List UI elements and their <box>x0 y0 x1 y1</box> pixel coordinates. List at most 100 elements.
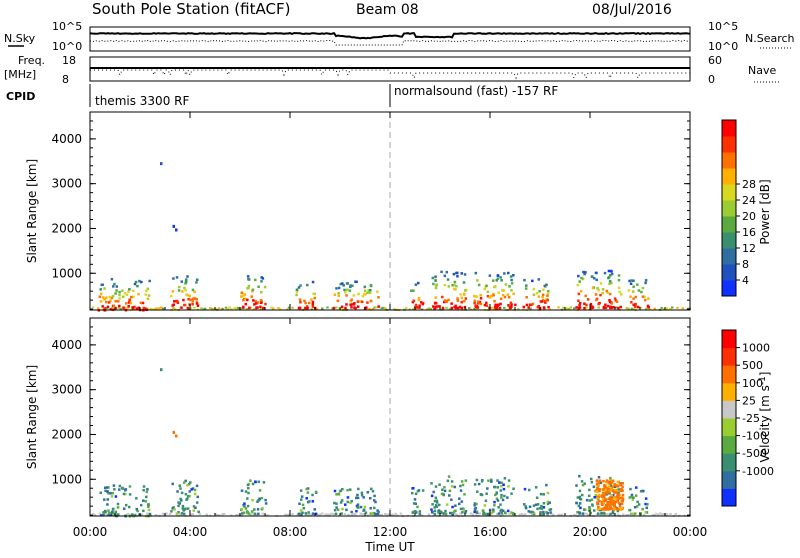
echo-cell <box>98 512 102 515</box>
echo-cell <box>434 305 438 309</box>
echo-cell <box>189 513 193 516</box>
echo-cell <box>286 513 289 516</box>
echo-cell <box>608 496 612 499</box>
echo-cell <box>109 308 113 311</box>
echo-cell <box>546 291 550 295</box>
echo-cell <box>633 505 637 509</box>
echo-cell <box>146 297 150 301</box>
echo-cell <box>510 492 513 495</box>
echo-cell <box>539 492 543 496</box>
echo-cell <box>131 306 134 309</box>
echo-cell <box>168 512 172 515</box>
echo-cell <box>613 491 616 494</box>
echo-cell <box>186 484 189 487</box>
echo-cell <box>246 497 249 500</box>
echo-cell <box>297 286 301 289</box>
echo-cell <box>655 512 658 515</box>
echo-cell <box>136 284 139 288</box>
echo-cell <box>335 502 338 505</box>
echo-cell <box>537 295 541 298</box>
echo-cell <box>345 294 348 297</box>
colorbar-swatch <box>722 264 736 281</box>
echo-cell <box>107 301 111 304</box>
echo-cell <box>118 297 121 300</box>
echo-cell <box>578 514 581 517</box>
echo-cell <box>501 288 504 292</box>
colorbar-swatch <box>722 200 736 217</box>
echo-cell <box>382 306 385 309</box>
echo-cell <box>334 512 338 516</box>
echo-cell <box>130 295 133 299</box>
echo-cell <box>616 508 619 511</box>
echo-cell <box>104 489 107 492</box>
echo-cell <box>257 480 260 484</box>
nave-tick-bottom: 0 <box>708 73 715 86</box>
echo-cell <box>116 300 120 303</box>
echo-cell <box>601 492 604 496</box>
echo-cell <box>195 297 198 301</box>
echo-cell <box>416 505 419 509</box>
x-tick-label: 04:00 <box>173 525 208 539</box>
echo-cell <box>249 514 252 517</box>
echo-cell <box>349 501 352 505</box>
echo-cell <box>259 308 263 311</box>
echo-cell <box>304 306 307 310</box>
echo-cell <box>598 488 602 491</box>
echo-cell <box>536 306 540 309</box>
echo-cell <box>674 513 677 516</box>
echo-cell <box>617 274 621 277</box>
echo-cell <box>452 272 456 276</box>
echo-cell <box>576 496 580 499</box>
echo-cell <box>176 300 179 303</box>
echo-cell <box>337 286 341 290</box>
power-colorbar-label: Power [dB] <box>758 179 772 244</box>
echo-cell <box>183 303 186 307</box>
echo-cell <box>221 307 224 310</box>
echo-cell <box>242 503 245 507</box>
echo-cell <box>373 494 376 498</box>
echo-cell <box>643 298 647 302</box>
echo-cell <box>540 300 544 303</box>
echo-cell <box>483 303 487 307</box>
echo-cell <box>606 503 610 507</box>
echo-cell <box>188 494 191 498</box>
echo-cell <box>310 514 313 517</box>
echo-cell <box>240 489 244 492</box>
echo-cell <box>148 512 152 516</box>
echo-cell <box>369 288 372 292</box>
echo-cell <box>581 277 585 281</box>
echo-cell <box>371 489 375 493</box>
echo-cell <box>601 288 605 291</box>
echo-cell <box>304 512 308 515</box>
echo-cell <box>430 494 434 498</box>
echo-cell <box>172 430 175 434</box>
echo-cell <box>308 500 311 503</box>
echo-cell <box>541 295 544 299</box>
echo-cell <box>495 491 498 494</box>
echo-cell <box>475 478 479 482</box>
echo-cell <box>123 308 126 311</box>
echo-cell <box>608 488 612 491</box>
echo-cell <box>378 514 382 517</box>
echo-cell <box>345 288 349 291</box>
echo-cell <box>300 495 304 498</box>
echo-cell <box>608 492 611 495</box>
echo-cell <box>588 488 591 492</box>
echo-cell <box>493 299 496 303</box>
echo-cell <box>496 486 500 489</box>
echo-cell <box>559 513 562 516</box>
echo-cell <box>632 297 635 300</box>
echo-cell <box>348 289 352 292</box>
echo-cell <box>578 495 582 499</box>
echo-cell <box>135 497 138 500</box>
echo-cell <box>412 299 416 303</box>
echo-cell <box>431 276 435 280</box>
echo-cell <box>412 289 415 292</box>
echo-cell <box>609 498 612 502</box>
echo-cell <box>418 512 422 516</box>
echo-cell <box>612 305 615 309</box>
echo-cell <box>114 510 118 514</box>
echo-cell <box>596 486 599 489</box>
echo-cell <box>595 490 599 493</box>
echo-cell <box>602 479 605 483</box>
